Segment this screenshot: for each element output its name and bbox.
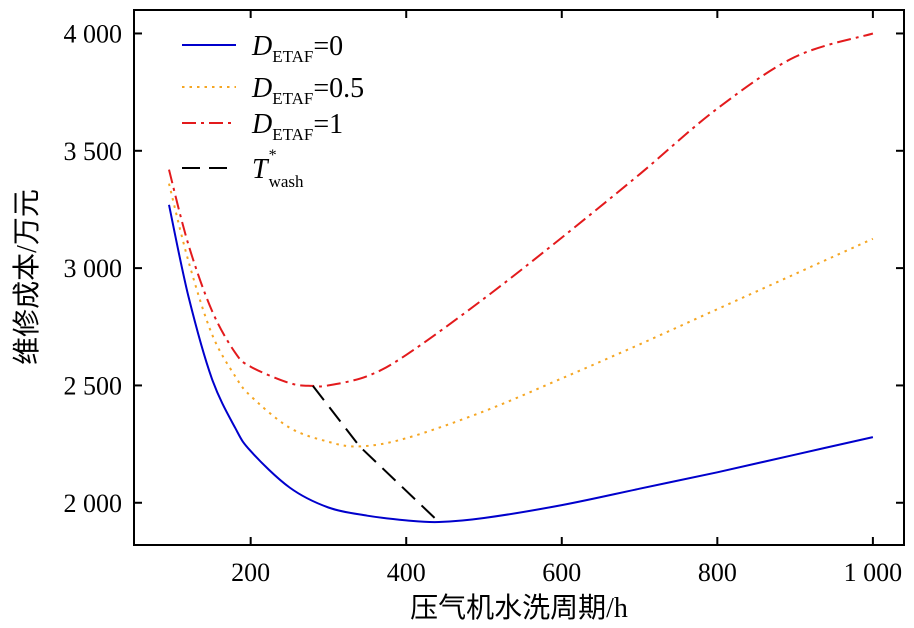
y-tick-label: 2 000 <box>64 489 123 518</box>
legend-label-3: DETAF=1 <box>251 109 343 144</box>
legend-label-4: T* wash <box>252 147 304 191</box>
series-line-1 <box>168 204 874 524</box>
x-tick-label: 1 000 <box>844 558 903 587</box>
y-tick-label: 2 500 <box>64 371 123 400</box>
x-tick-label: 200 <box>231 558 270 587</box>
y-tick-label: 4 000 <box>64 19 123 48</box>
y-tick-label: 3 500 <box>64 137 123 166</box>
x-tick-label: 600 <box>542 558 581 587</box>
y-axis-title: 维修成本/万元 <box>11 189 43 365</box>
tick-labels: 200 400 600 800 1 000 2 000 2 500 3 000 3 500 4 0… <box>64 19 903 587</box>
axes-frame <box>133 9 905 546</box>
y-tick-label: 3 000 <box>64 254 123 283</box>
plot-area <box>168 32 874 524</box>
tick-marks <box>134 10 904 545</box>
series-line-4 <box>312 385 440 523</box>
x-axis-title: 压气机水洗周期/h <box>410 592 628 624</box>
series-line-3 <box>168 32 874 388</box>
series-line-2 <box>168 183 874 448</box>
legend-label-1: DETAF=0 <box>251 31 343 66</box>
x-tick-label: 400 <box>387 558 426 587</box>
x-tick-label: 800 <box>698 558 737 587</box>
legend-label-2: DETAF=0.5 <box>251 73 364 108</box>
